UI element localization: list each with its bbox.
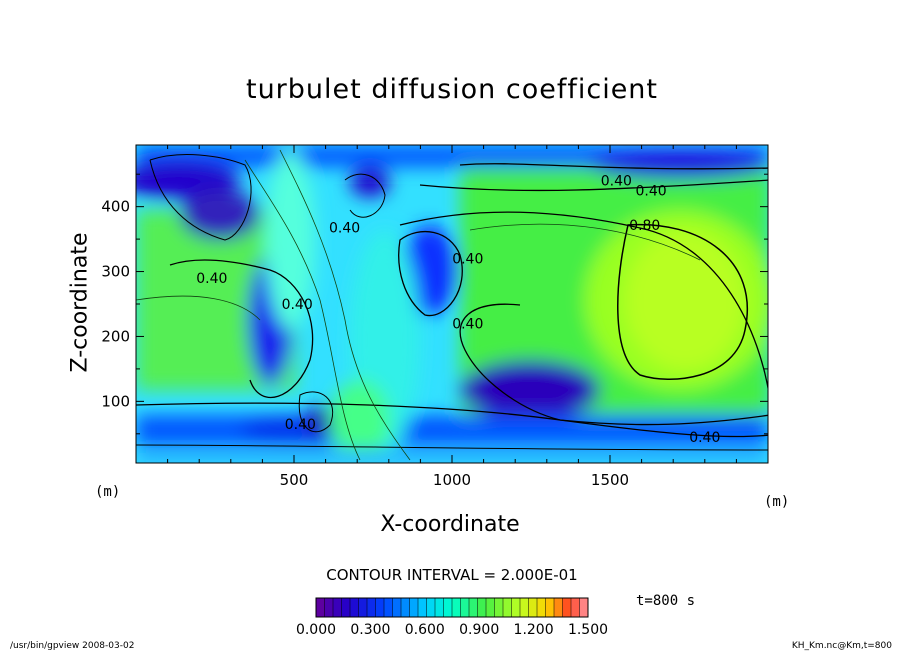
y-tick-label: 200 xyxy=(101,327,130,345)
colorbar-tick-label: 1.200 xyxy=(514,622,554,638)
contour-label: 0.40 xyxy=(196,271,227,287)
colorbar-cell xyxy=(401,598,410,617)
contour-label: 0.40 xyxy=(601,174,632,190)
x-tick-label: 1500 xyxy=(591,471,629,489)
x-axis-label: X-coordinate xyxy=(380,512,520,537)
colorbar-tick-label: 0.000 xyxy=(296,622,336,638)
colorbar-cell xyxy=(375,598,385,617)
colorbar-cell xyxy=(324,598,334,617)
contour-lines xyxy=(136,149,768,461)
colorbar-cell xyxy=(494,598,504,617)
colorbar-cell xyxy=(384,598,393,617)
contour-label: 0.80 xyxy=(629,218,660,234)
colorbar-cell xyxy=(358,598,368,617)
colorbar-cell xyxy=(333,598,342,617)
x-tick-label: 500 xyxy=(280,471,309,489)
colorbar-cell xyxy=(443,598,453,617)
colorbar: 0.000 0.300 0.600 0.900 1.200 1.500 xyxy=(296,597,608,638)
colorbar-cell xyxy=(571,598,580,617)
contour-label: 0.40 xyxy=(452,316,483,332)
y-tick-label: 300 xyxy=(101,263,130,281)
colorbar-cell xyxy=(528,598,538,617)
colorbar-tick-label: 0.300 xyxy=(350,622,390,638)
colorbar-cell xyxy=(460,598,470,617)
colorbar-cell xyxy=(545,598,555,617)
y-axis-unit: (m) xyxy=(95,484,121,500)
contour-label: 0.40 xyxy=(329,220,360,236)
colorbar-tick-label: 1.500 xyxy=(568,622,608,638)
colorbar-tick-label: 0.900 xyxy=(459,622,499,638)
footer-left-text: /usr/bin/gpview 2008-03-02 xyxy=(10,641,135,651)
colorbar-cell xyxy=(554,598,563,617)
x-tick-label: 1000 xyxy=(433,471,471,489)
heatmap-field xyxy=(136,145,768,463)
contour-label: 0.40 xyxy=(452,252,483,268)
y-tick-label: 400 xyxy=(101,198,130,216)
footer-right-text: KH_Km.nc@Km,t=800 xyxy=(791,641,892,651)
time-label: t=800 s xyxy=(636,593,696,609)
colorbar-cell xyxy=(562,598,572,617)
y-tick-label: 100 xyxy=(101,392,130,410)
colorbar-cell xyxy=(316,598,325,617)
colorbar-cell xyxy=(435,598,444,617)
colorbar-cell xyxy=(350,598,359,617)
colorbar-cell xyxy=(367,598,376,617)
colorbar-cell xyxy=(579,598,589,617)
colorbar-cell xyxy=(392,598,402,617)
colorbar-cell xyxy=(341,598,351,617)
contour-label: 0.40 xyxy=(285,417,316,433)
colorbar-cell xyxy=(418,598,427,617)
colorbar-cell xyxy=(426,598,436,617)
x-axis-unit: (m) xyxy=(764,494,790,510)
colorbar-frame xyxy=(315,597,589,618)
colorbar-cell xyxy=(452,598,461,617)
contour-interval-label: CONTOUR INTERVAL = 2.000E-01 xyxy=(326,566,578,584)
contour-label: 0.40 xyxy=(689,430,720,446)
colorbar-tick-label: 0.600 xyxy=(405,622,445,638)
colorbar-cell xyxy=(503,598,512,617)
chart-title: turbulet diffusion coefficient xyxy=(245,74,659,105)
colorbar-cell xyxy=(511,598,521,617)
colorbar-cell xyxy=(520,598,529,617)
y-axis-label: Z-coordinate xyxy=(67,232,93,373)
colorbar-cell xyxy=(486,598,495,617)
contour-label: 0.40 xyxy=(635,183,666,199)
colorbar-cell xyxy=(537,598,546,617)
contour-label: 0.40 xyxy=(282,297,313,313)
colorbar-cell xyxy=(469,598,478,617)
colorbar-cell xyxy=(477,598,487,617)
colorbar-cell xyxy=(409,598,419,617)
